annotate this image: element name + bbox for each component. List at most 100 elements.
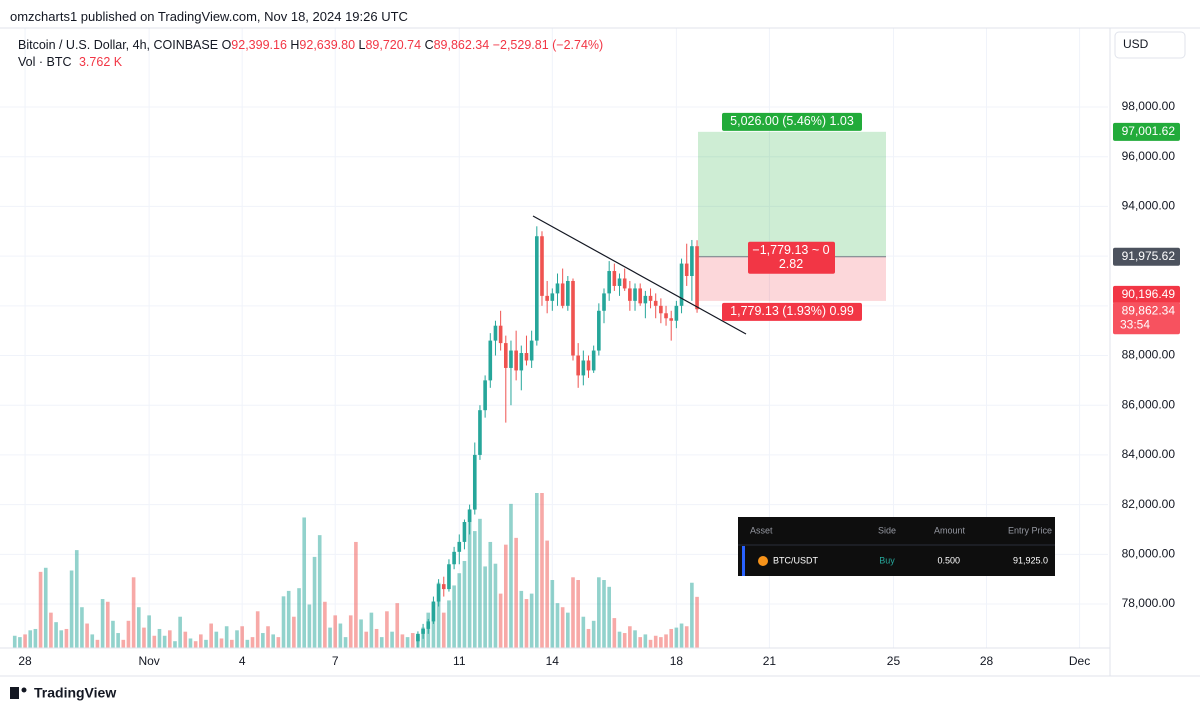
- volume-value: 3.762 K: [78, 55, 123, 69]
- volume-bar: [126, 620, 131, 648]
- currency[interactable]: USD: [1123, 37, 1149, 51]
- x-tick-label: 28: [18, 654, 32, 668]
- volume-bar: [317, 535, 322, 648]
- volume-bar: [173, 641, 177, 648]
- x-tick-label: 28: [980, 654, 994, 668]
- volume-bar: [80, 607, 84, 648]
- volume-bar: [529, 593, 534, 648]
- volume-bar: [111, 620, 115, 648]
- volume-bar: [230, 639, 234, 648]
- candle-body: [674, 305, 679, 321]
- volume-bar: [214, 631, 219, 648]
- volume-bar: [679, 623, 684, 648]
- volume-bar: [28, 630, 33, 648]
- volume-bar: [59, 630, 64, 648]
- volume-bar: [684, 626, 689, 648]
- volume-bar: [643, 634, 648, 648]
- candle-body: [576, 355, 580, 376]
- stop-label: 1,779.13 (1.93%) 0.99: [730, 304, 854, 318]
- volume-bar: [591, 620, 596, 648]
- volume-bar: [441, 612, 446, 648]
- volume-bar: [478, 518, 482, 648]
- y-tick-label: 86,000.00: [1122, 397, 1176, 411]
- panel-header: Entry Price: [1008, 525, 1052, 535]
- volume-bar: [607, 586, 611, 648]
- countdown: 33:54: [1120, 317, 1150, 331]
- candle-body: [488, 340, 493, 381]
- volume-bar: [612, 618, 617, 648]
- volume-bar: [535, 493, 539, 648]
- volume-bar: [167, 630, 172, 648]
- candle-layer: [416, 226, 699, 648]
- volume-bar: [566, 612, 570, 648]
- stop-price-label: 90,196.49: [1122, 287, 1176, 301]
- volume-line: Vol · BTC 3.762 K: [18, 55, 122, 69]
- ohlc-label: L: [358, 38, 366, 52]
- volume-bar: [602, 580, 606, 648]
- volume-bar: [669, 628, 674, 648]
- volume-bar: [374, 628, 379, 648]
- ohlc-label: H: [290, 38, 300, 52]
- candle-body: [591, 350, 596, 371]
- volume-bar: [219, 638, 224, 648]
- volume-bar: [354, 541, 358, 648]
- volume-bar: [338, 623, 343, 648]
- candle-body: [416, 633, 420, 642]
- candle-body: [628, 288, 632, 301]
- candle-body: [669, 318, 674, 321]
- candle-body: [441, 584, 446, 590]
- volume-bar: [550, 580, 555, 648]
- candle-body: [478, 410, 482, 455]
- volume-bar: [586, 628, 591, 648]
- candle-body: [545, 295, 549, 301]
- volume-bar: [240, 626, 244, 648]
- y-tick-label: 88,000.00: [1122, 348, 1176, 362]
- volume-bar: [136, 607, 141, 648]
- candle-body: [555, 283, 560, 294]
- trend-line: [532, 215, 747, 335]
- volume-bar: [617, 631, 622, 648]
- ohlc-value: 89,720.74: [365, 38, 422, 52]
- x-tick-label: Dec: [1069, 654, 1090, 668]
- candle-body: [483, 380, 487, 411]
- volume-bar: [302, 517, 307, 648]
- candle-body: [571, 280, 575, 356]
- volume-bar: [555, 603, 560, 648]
- candle-body: [503, 343, 508, 368]
- symbol-line: Bitcoin / U.S. Dollar, 4h, COINBASE O92,…: [18, 38, 603, 52]
- volume-bar: [286, 590, 291, 648]
- x-tick-label: 25: [887, 654, 901, 668]
- volume-bar: [695, 596, 699, 648]
- candle-body: [586, 360, 591, 371]
- position-tool: [698, 131, 886, 301]
- candle-body: [462, 522, 467, 542]
- volume-bar: [152, 635, 157, 648]
- x-tick-label: 21: [763, 654, 777, 668]
- x-tick-label: 4: [239, 654, 246, 668]
- candle-body: [550, 293, 555, 301]
- candle-body: [566, 280, 570, 306]
- y-tick-label: 80,000.00: [1122, 546, 1176, 560]
- volume-bar: [297, 588, 301, 648]
- volume-bar: [271, 634, 275, 648]
- entry-price-label: 91,975.62: [1122, 249, 1176, 263]
- y-tick-label: 82,000.00: [1122, 497, 1176, 511]
- currency-button[interactable]: [1114, 31, 1186, 59]
- volume-bar: [162, 635, 167, 648]
- x-tick-label: 7: [332, 654, 339, 668]
- volume-bar: [54, 622, 58, 648]
- candle-body: [519, 353, 524, 371]
- volume-bar: [312, 556, 317, 648]
- volume-bar: [395, 603, 400, 648]
- candle-body: [447, 564, 451, 590]
- volume-bar: [33, 628, 38, 648]
- target-zone: [698, 131, 886, 257]
- volume-bar: [379, 637, 384, 648]
- x-tick-label: 11: [453, 654, 466, 668]
- volume-bar: [105, 601, 110, 648]
- volume-bar: [261, 633, 265, 648]
- volume-bar: [364, 631, 369, 648]
- candle-body: [695, 246, 699, 310]
- change: −2,529.81 (−2.74%): [492, 38, 604, 52]
